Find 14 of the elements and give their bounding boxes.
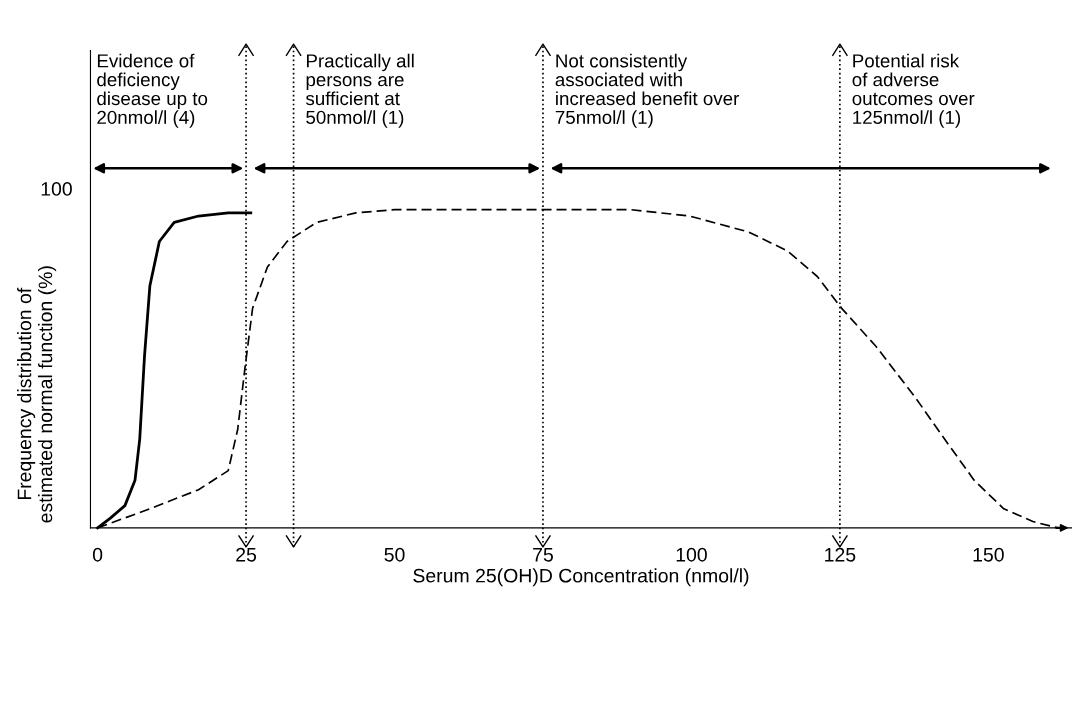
x-axis-title: Serum 25(OH)D Concentration (nmol/l) [413, 568, 749, 587]
text: Potential risk of adverse outcomes over 125nmol/l (1) [852, 53, 975, 128]
x-tick-label: 0 [92, 547, 103, 562]
x-tick-label: 150 [973, 547, 1004, 562]
text: Not consistently associated with increased benefit over 75nmol/l (1) [555, 53, 740, 128]
x-tick-label: 50 [384, 547, 405, 562]
x-tick-label: 125 [825, 547, 856, 562]
text: 100 [41, 182, 72, 196]
x-tick-label: 100 [676, 547, 707, 562]
text: Evidence of deficiency disease up to 20nmol/l (4) [97, 53, 208, 128]
text: Practically all persons are sufficient at 50nmol/l (1) [305, 53, 414, 128]
y-axis-title: Frequency distribution of estimated normal function (%) [17, 266, 57, 523]
x-tick-label: 75 [533, 548, 553, 562]
x-tick-label: 25 [236, 547, 257, 562]
